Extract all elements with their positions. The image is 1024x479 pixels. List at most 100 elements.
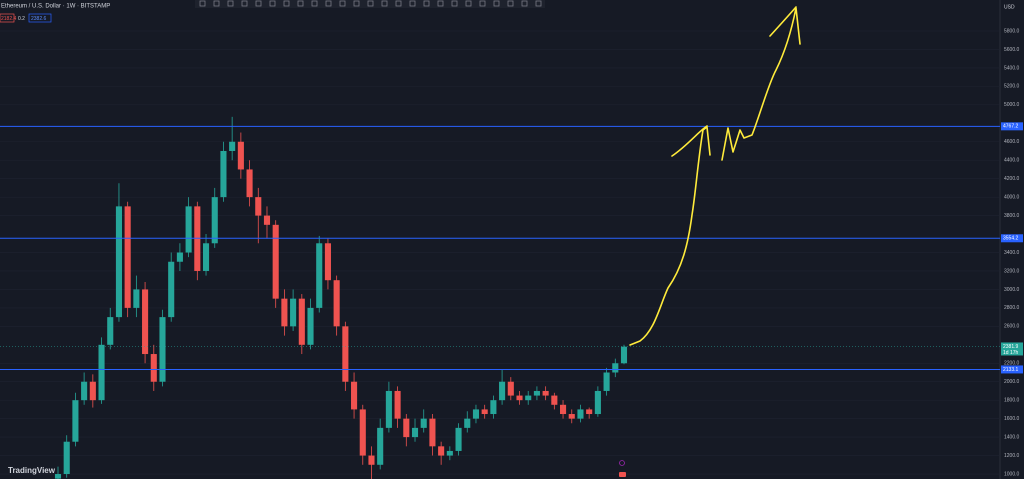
candle-body (438, 446, 445, 456)
candle-body (620, 346, 628, 364)
y-tick-label: 4000.0 (1004, 194, 1020, 200)
candle-body (316, 243, 323, 308)
candle-body (603, 372, 610, 391)
last-price-bg (1001, 342, 1023, 356)
y-tick-label: 5600.0 (1004, 47, 1020, 53)
candle-body (124, 206, 131, 308)
level-label: 3554.2 (1003, 236, 1019, 242)
y-tick-label: 1400.0 (1004, 434, 1020, 440)
candle-body (185, 206, 192, 253)
candle-body (612, 363, 619, 373)
candle-body (586, 409, 593, 415)
candle-body (272, 224, 279, 299)
candle-body (481, 409, 488, 415)
levels: 4767.2 3554.2 2133.1 2381.91d 17h (0, 122, 1023, 374)
candle-body (420, 418, 427, 428)
y-tick-label: 3800.0 (1004, 213, 1020, 219)
candle-body (542, 390, 549, 396)
candle-body (377, 427, 384, 465)
candle-body (594, 390, 601, 415)
level-label: 4767.2 (1003, 124, 1019, 130)
y-tick-label: 1200.0 (1004, 453, 1020, 459)
candle-body (507, 381, 514, 396)
candle-body (220, 150, 227, 198)
drawing (629, 6, 801, 346)
candle-body (359, 409, 366, 456)
candle-body (403, 418, 410, 438)
candle-body (464, 418, 471, 428)
y-tick-label: 4200.0 (1004, 176, 1020, 182)
event-marker[interactable] (619, 460, 625, 466)
candle-body (472, 409, 480, 419)
y-tick-label: 3200.0 (1004, 268, 1020, 274)
candle-body (81, 381, 88, 401)
candle-body (176, 252, 183, 262)
candle-body (298, 298, 305, 345)
candle-body (202, 243, 210, 271)
candle-body (98, 344, 105, 401)
candle-body (63, 441, 70, 475)
y-tick-label: 5000.0 (1004, 102, 1020, 108)
candle-body (394, 390, 401, 419)
candle-body (551, 395, 558, 405)
y-tick-label: 2000.0 (1004, 379, 1020, 385)
candle-body (133, 289, 140, 308)
candle-body (568, 414, 575, 419)
y-tick-label: 3400.0 (1004, 250, 1020, 256)
y-tick-label: 4400.0 (1004, 158, 1020, 164)
toolbar[interactable] (195, 0, 545, 8)
candle-body (516, 395, 523, 401)
candle-body (89, 381, 96, 401)
candle-body (54, 474, 62, 479)
candle-body (368, 455, 375, 465)
candle-body (455, 427, 462, 451)
level-label-bg (1001, 365, 1023, 374)
level-label-bg (1001, 122, 1023, 131)
candle-body (211, 197, 218, 244)
candle-body (490, 400, 497, 415)
candle-body (290, 298, 297, 327)
candle-body (429, 418, 436, 447)
y-tick-label: 1800.0 (1004, 398, 1020, 404)
candle-body (525, 395, 532, 401)
y-tick-label: 5200.0 (1004, 84, 1020, 90)
candle-body (342, 326, 349, 382)
candle-body (533, 390, 540, 396)
y-tick-label: 5400.0 (1004, 65, 1020, 71)
level-label-bg (1001, 234, 1023, 243)
candle-body (559, 404, 567, 415)
candle-body (263, 215, 271, 225)
candle-body (115, 206, 123, 318)
y-tick-label: 1000.0 (1004, 471, 1020, 477)
candle-body (307, 307, 314, 345)
candle-body (107, 317, 114, 345)
y-tick-label: 1600.0 (1004, 416, 1020, 422)
y-tick-label: 3000.0 (1004, 287, 1020, 293)
candle-body (324, 243, 331, 281)
spread: 0.2 (18, 16, 25, 22)
buy-button[interactable] (28, 13, 52, 23)
event-marker[interactable] (619, 472, 626, 477)
candle-body (72, 400, 79, 442)
candle-body (333, 280, 340, 327)
y-tick-label: 5800.0 (1004, 28, 1020, 34)
countdown: 1d 17h (1003, 350, 1019, 356)
y-tick-label: 2200.0 (1004, 361, 1020, 367)
grid (0, 30, 1000, 475)
sell-price: 2182.4 (1, 16, 17, 22)
buy-price: 2382.6 (31, 16, 47, 22)
candle-body (150, 354, 157, 382)
y-tick-label: 2600.0 (1004, 324, 1020, 330)
candle-body (499, 381, 506, 401)
symbol: Ethereum / U.S. Dollar · 1W · BITSTAMP (1, 4, 110, 10)
level-label: 2133.1 (1003, 367, 1019, 373)
candle-body (385, 390, 392, 428)
sell-button[interactable] (0, 13, 15, 23)
toolbar-icons (199, 0, 542, 7)
candle-body (281, 298, 288, 327)
candle-body (246, 169, 253, 198)
candle-body (446, 450, 453, 456)
axis-currency: USD (1004, 4, 1015, 10)
